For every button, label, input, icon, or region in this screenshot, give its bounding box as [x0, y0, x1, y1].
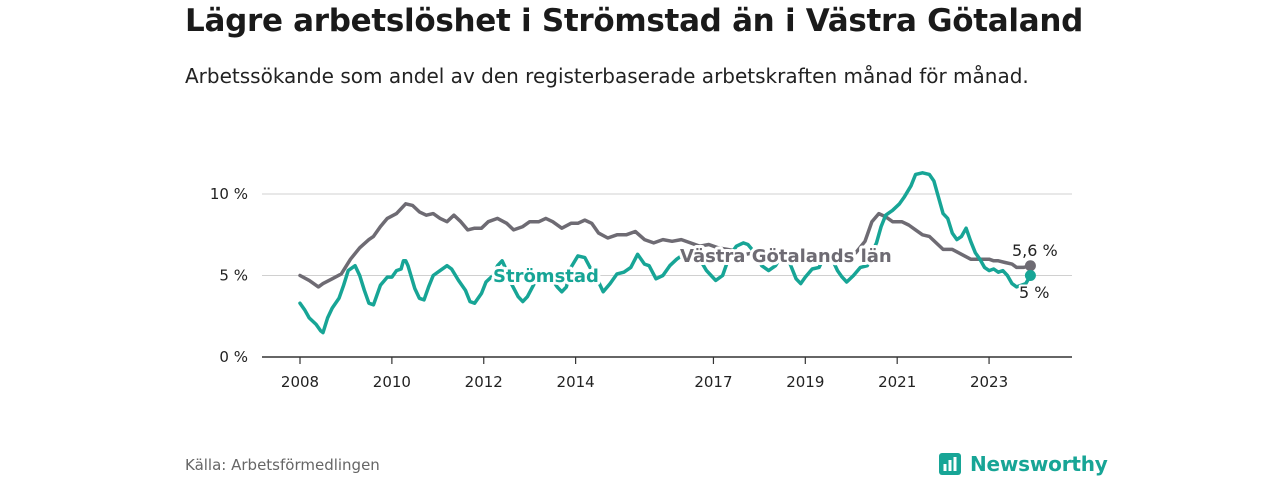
y-tick-label: 10 %: [210, 185, 248, 203]
series-label-vastra-gotaland: Västra Götalands län: [680, 246, 892, 267]
x-tick-label: 2021: [878, 373, 916, 391]
x-tick-label: 2017: [694, 373, 732, 391]
end-marker-v-stra-g-talands-l-n: [1024, 260, 1036, 272]
x-tick-label: 2010: [373, 373, 411, 391]
series-line-str-mstad: [298, 171, 1033, 335]
x-tick-label: 2014: [557, 373, 595, 391]
end-label-stromstad: 5 %: [1019, 283, 1049, 302]
brand-name: Newsworthy: [970, 452, 1108, 476]
end-label-vastra-gotaland: 5,6 %: [1012, 241, 1058, 260]
series-line-v-stra-g-talands-l-n: [298, 202, 1033, 289]
x-tick-label: 2012: [465, 373, 503, 391]
brand-logo: Newsworthy: [938, 449, 1108, 479]
chart-title: Lägre arbetslöshet i Strömstad än i Väst…: [185, 3, 1084, 39]
x-tick-label: 2019: [786, 373, 824, 391]
x-tick-label: 2023: [970, 373, 1008, 391]
y-tick-label: 0 %: [219, 348, 248, 366]
source-note: Källa: Arbetsförmedlingen: [185, 456, 380, 474]
x-tick-label: 2008: [281, 373, 319, 391]
newsworthy-logo-icon: [939, 453, 961, 475]
y-tick-label: 5 %: [219, 267, 248, 285]
end-marker-str-mstad: [1024, 270, 1036, 281]
series-label-stromstad: Strömstad: [493, 266, 599, 287]
chart-subtitle: Arbetssökande som andel av den registerb…: [185, 64, 1029, 88]
